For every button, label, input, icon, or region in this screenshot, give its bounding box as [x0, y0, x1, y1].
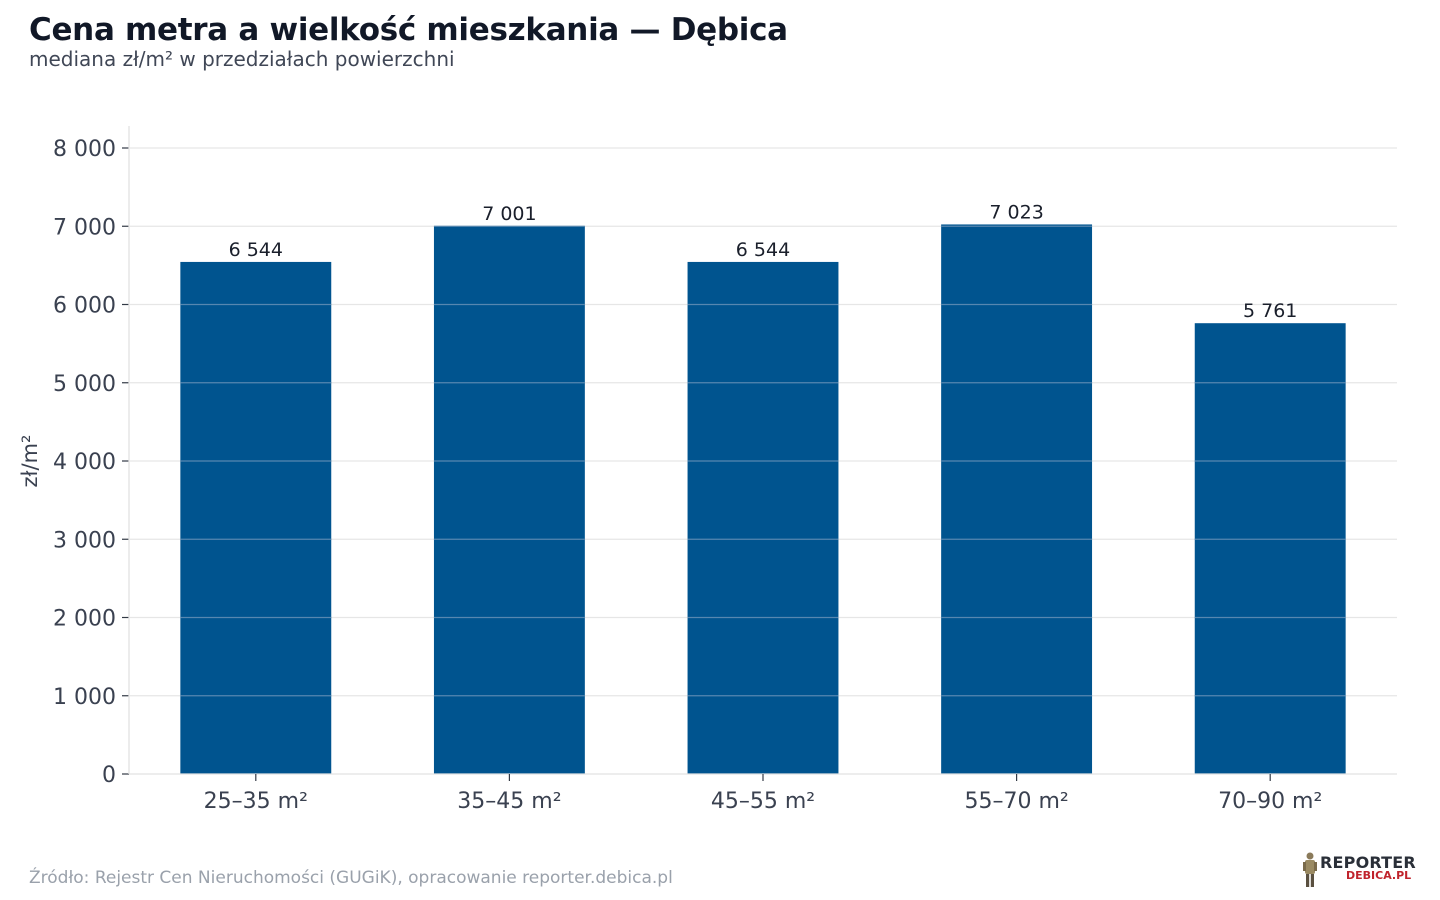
reporter-figure-icon: [1303, 852, 1317, 887]
logo-sub-text: DEBICA.PL: [1346, 869, 1412, 882]
bar: [433, 226, 585, 774]
y-axis-label: zł/m²: [18, 435, 42, 488]
bar: [180, 261, 332, 774]
source-note: Źródło: Rejestr Cen Nieruchomości (GUGiK…: [29, 868, 673, 888]
bar: [941, 224, 1093, 774]
bar-value-label: 5 761: [1243, 300, 1297, 322]
y-tick-label: 4 000: [53, 450, 116, 475]
y-tick-label: 7 000: [53, 215, 116, 240]
bar: [687, 261, 839, 774]
x-tick-label: 35–45 m²: [457, 789, 561, 814]
logo: REPORTER DEBICA.PL: [1300, 850, 1416, 890]
bar-value-label: 7 001: [482, 203, 536, 225]
axes: 0 1 000 2 000 3 000 4 000 5 000 6 000 7 000 8 00…: [18, 126, 1397, 814]
bar-value-label: 7 023: [989, 201, 1043, 223]
logo-main-text: REPORTER: [1320, 853, 1416, 872]
y-tick-label: 1 000: [53, 685, 116, 710]
y-tick-label: 5 000: [53, 372, 116, 397]
bars: [180, 224, 1346, 774]
x-tick-label: 45–55 m²: [711, 789, 815, 814]
bar-value-label: 6 544: [736, 239, 790, 261]
bar-value-label: 6 544: [229, 239, 283, 261]
data-labels: 6 544 7 001 6 544 7 023 5 761: [229, 201, 1298, 322]
x-tick-label: 55–70 m²: [964, 789, 1068, 814]
chart-title: Cena metra a wielkość mieszkania — Dębic…: [29, 12, 788, 48]
chart-subtitle: mediana zł/m² w przedziałach powierzchni: [29, 47, 455, 71]
y-tick-label: 3 000: [53, 528, 116, 553]
y-tick-label: 0: [102, 763, 116, 788]
x-tick-label: 25–35 m²: [204, 789, 308, 814]
y-tick-label: 2 000: [53, 607, 116, 632]
bar: [1194, 323, 1346, 774]
y-tick-label: 6 000: [53, 294, 116, 319]
x-tick-label: 70–90 m²: [1218, 789, 1322, 814]
y-tick-label: 8 000: [53, 137, 116, 162]
